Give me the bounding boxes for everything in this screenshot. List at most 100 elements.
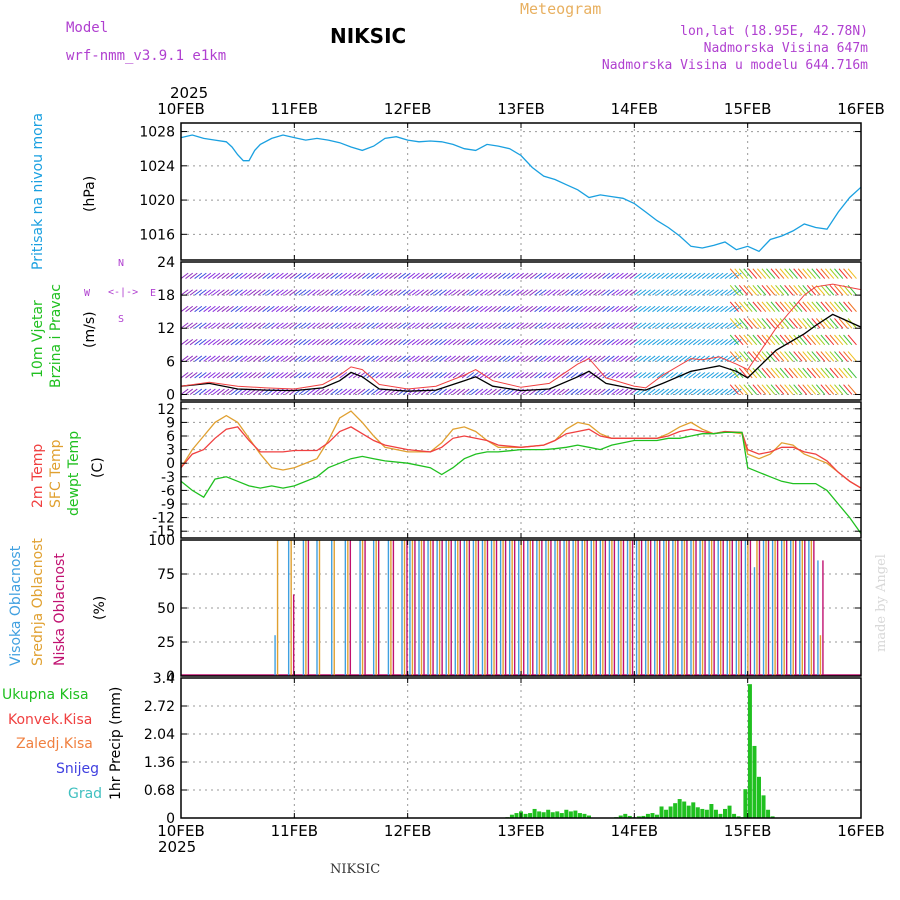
wind-barb <box>488 272 497 279</box>
wind-barb <box>570 289 579 296</box>
wind-barb <box>416 272 425 279</box>
wind-barb <box>706 289 715 296</box>
wind-barb <box>330 338 339 346</box>
wind-barb <box>643 372 651 379</box>
wind-barb <box>511 372 520 379</box>
ytick-label: 0.68 <box>144 783 175 799</box>
wind-barb <box>393 338 402 346</box>
wind-barb <box>180 372 189 379</box>
wind-barb <box>262 372 271 379</box>
wind-barb <box>194 355 203 362</box>
wind-barb <box>588 372 597 379</box>
wind-barb <box>203 305 212 313</box>
wind-barb <box>280 372 289 379</box>
wind-barb <box>615 338 624 346</box>
wind-barb <box>575 322 583 329</box>
wind-barb <box>525 338 534 346</box>
wind-barb <box>262 338 271 346</box>
wind-barb <box>434 322 443 329</box>
wind-barb <box>226 388 234 395</box>
precip-bar <box>709 804 714 818</box>
wind-barb <box>194 372 203 379</box>
wind-barb <box>670 289 679 296</box>
wind-barb <box>775 301 785 313</box>
wind-barb <box>212 322 221 329</box>
wind-barb <box>588 289 597 296</box>
wind-barb <box>606 305 615 313</box>
wind-barb <box>683 355 692 362</box>
wind-barb <box>538 388 547 395</box>
wind-barb <box>743 334 753 346</box>
wind-barb <box>793 301 803 313</box>
wind-barb <box>597 372 606 379</box>
wind-barb <box>820 301 830 313</box>
wind-barb <box>820 284 830 296</box>
wind-barb <box>575 388 583 395</box>
precip-bar <box>655 814 659 818</box>
wind-barb <box>230 372 239 379</box>
wind-barb <box>375 388 384 395</box>
wind-barb <box>516 372 524 379</box>
wind-barb <box>180 272 189 279</box>
wind-barb <box>439 388 447 395</box>
wind-barb <box>439 372 447 379</box>
wind-barb <box>402 305 411 313</box>
ytick-label: 12 <box>157 321 175 337</box>
wind-barb <box>838 334 848 346</box>
wind-barb <box>343 322 352 329</box>
wind-barb <box>230 355 239 362</box>
wind-barb <box>330 322 339 329</box>
wind-barb <box>484 372 493 379</box>
wind-barb <box>606 388 615 395</box>
wind-barb <box>556 289 565 296</box>
panel-frame-pressure <box>180 122 862 261</box>
wind-barb <box>724 338 733 346</box>
wind-barb <box>266 338 275 346</box>
wind-barb <box>652 372 660 379</box>
wind-barb <box>570 338 579 346</box>
wind-barb <box>439 322 447 329</box>
wind-barb <box>615 388 624 395</box>
wind-barb <box>797 301 807 313</box>
wind-barb <box>611 355 620 362</box>
wind-barb <box>393 305 402 313</box>
wind-barb <box>747 318 758 329</box>
wind-barb <box>475 289 484 296</box>
wind-barb <box>321 322 330 329</box>
wind-barb <box>538 289 547 296</box>
wind-barb <box>439 305 447 313</box>
wind-barb <box>566 388 574 395</box>
wind-barb <box>802 367 812 379</box>
wind-barb <box>371 272 379 279</box>
wind-barb <box>720 305 728 313</box>
wind-barb <box>516 305 524 313</box>
wind-barb <box>239 305 248 313</box>
wind-barb <box>624 338 633 346</box>
wind-barb <box>366 372 375 379</box>
ytick-label: 50 <box>157 601 175 617</box>
wind-barb <box>298 355 307 362</box>
wind-barb <box>570 305 579 313</box>
wind-barb <box>493 289 502 296</box>
wind-barb <box>239 372 248 379</box>
wind-barb <box>253 289 262 296</box>
wind-barb <box>793 384 803 395</box>
wind-barb <box>770 318 780 329</box>
wind-barb <box>692 289 701 296</box>
wind-barb <box>502 305 511 313</box>
wind-barb <box>825 318 835 329</box>
wind-barb <box>393 322 402 329</box>
wind-barb <box>303 388 311 395</box>
ytick-label: 18 <box>157 288 175 304</box>
wind-barb <box>380 289 388 296</box>
wind-barb <box>185 372 194 379</box>
wind-barb <box>430 289 438 296</box>
wind-barb <box>289 338 298 346</box>
wind-barb <box>398 272 407 279</box>
wind-barb <box>493 355 502 362</box>
wind-barb <box>266 355 275 362</box>
wind-barb <box>847 334 857 346</box>
precip-bar <box>743 789 748 818</box>
wind-barb <box>647 322 656 329</box>
wind-barb <box>561 355 570 362</box>
